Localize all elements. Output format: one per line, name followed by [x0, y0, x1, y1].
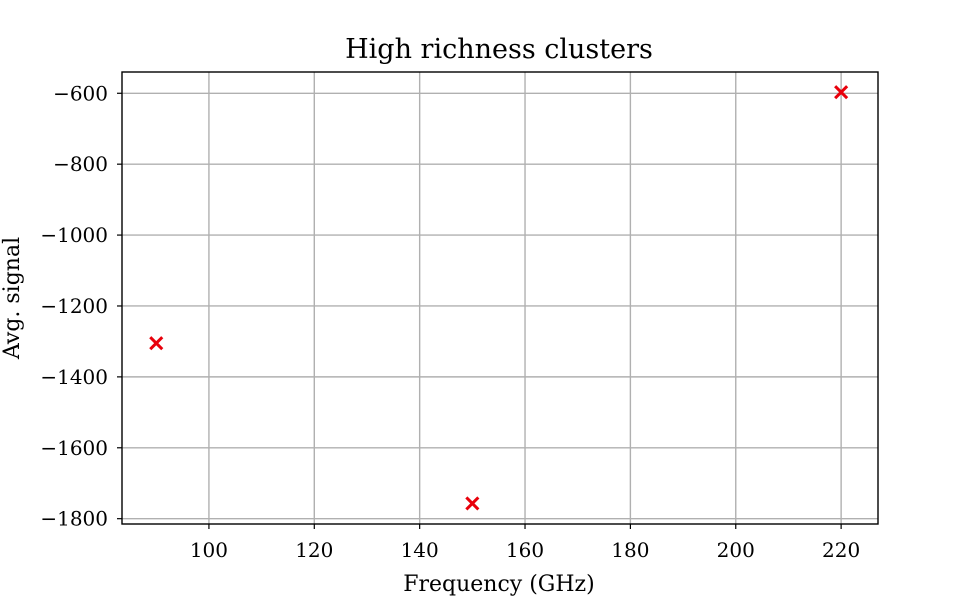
- x-axis-label: Frequency (GHz): [403, 572, 595, 597]
- grid: [122, 72, 878, 524]
- data-point-marker: [465, 496, 480, 511]
- y-tick-label: −600: [53, 81, 108, 105]
- data-point-marker: [149, 336, 164, 351]
- chart-title: High richness clusters: [345, 34, 653, 65]
- data-markers: [149, 85, 849, 511]
- y-tick-label: −1200: [40, 294, 108, 318]
- y-tick-label: −800: [53, 152, 108, 176]
- y-tick-label: −1600: [40, 436, 108, 460]
- axis-ticks: 100 120 140 160 180 200 220 −600 −800 −1000 −1200 −…: [40, 81, 860, 562]
- x-tick-label: 200: [717, 538, 755, 562]
- x-tick-label: 120: [295, 538, 333, 562]
- y-axis-label: Avg. signal: [0, 237, 25, 360]
- y-tick-label: −1000: [40, 223, 108, 247]
- y-tick-label: −1400: [40, 365, 108, 389]
- x-tick-label: 180: [611, 538, 649, 562]
- y-tick-label: −1800: [40, 507, 108, 531]
- x-tick-label: 100: [190, 538, 228, 562]
- plot-frame: [121, 71, 879, 525]
- data-point-marker: [834, 85, 849, 100]
- x-tick-label: 140: [401, 538, 439, 562]
- x-tick-label: 160: [506, 538, 544, 562]
- x-tick-label: 220: [822, 538, 860, 562]
